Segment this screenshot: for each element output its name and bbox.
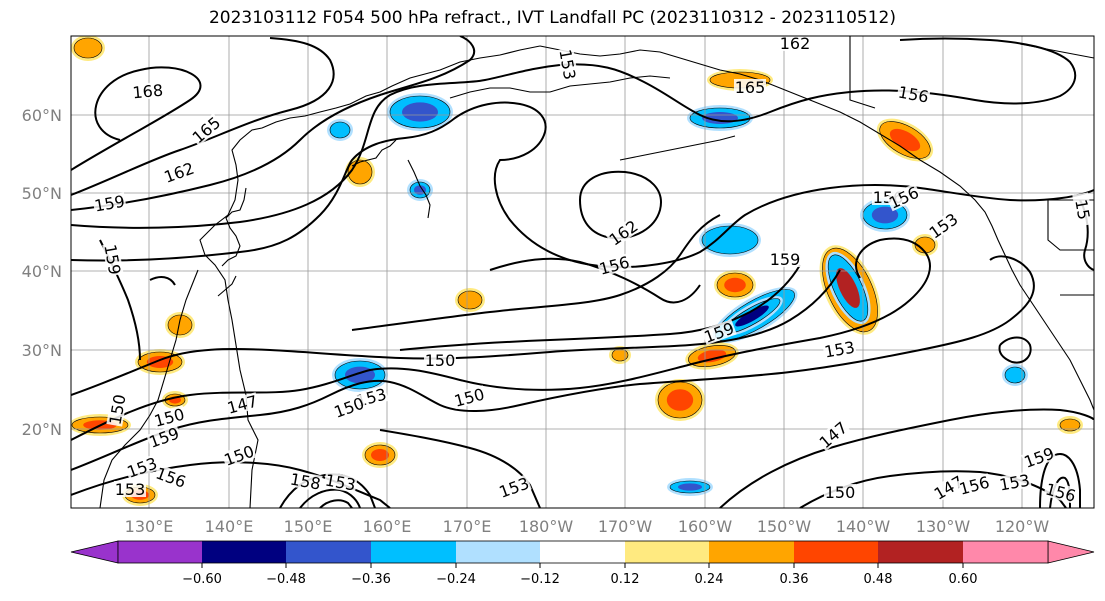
lat-label: 40°N <box>22 262 62 281</box>
latitude-labels: 60°N 50°N 40°N 30°N 20°N <box>22 106 62 439</box>
colorbar-tick-label: 0.48 <box>864 572 893 587</box>
contour-label: 159 <box>770 250 801 269</box>
colorbar: −0.60 −0.48 −0.36 −0.24 −0.12 0.12 0.24 0.36 0.4… <box>70 540 1095 587</box>
anomaly-patch <box>1057 416 1083 434</box>
contour-label: 150 <box>425 351 456 370</box>
colorbar-tick-label: 0.36 <box>780 572 809 587</box>
lon-label: 180°W <box>519 517 574 536</box>
lon-label: 140°W <box>836 517 891 536</box>
colorbar-segment <box>540 541 625 563</box>
contour-label: 153 <box>115 480 146 499</box>
anomaly-patch <box>714 270 756 300</box>
anomaly-patch <box>655 379 705 421</box>
anomaly-patch <box>71 36 105 61</box>
lat-label: 20°N <box>22 420 62 439</box>
refractivity-contours <box>71 36 1094 508</box>
map-frame <box>70 35 1095 509</box>
colorbar-min-arrow <box>70 540 119 564</box>
colorbar-tick-label: −0.24 <box>436 572 476 587</box>
anomaly-patch <box>667 478 713 496</box>
anomaly-patch <box>345 157 375 187</box>
contour-label-group: 150 <box>824 483 856 502</box>
longitude-labels: 130°E 140°E 150°E 160°E 170°E 180°W 170°W 160°W… <box>125 517 1050 536</box>
colorbar-tick-label: −0.12 <box>520 572 560 587</box>
contour-label: 15 <box>1071 198 1093 221</box>
colorbar-segment <box>963 541 1048 563</box>
contour-label: 162 <box>780 34 811 53</box>
lat-label: 60°N <box>22 106 62 125</box>
colorbar-segment <box>625 541 709 563</box>
contour-label-group: 153 <box>323 471 358 495</box>
lon-label: 150°E <box>284 517 333 536</box>
contour-labels: 1681651621591621651561621561591531561591… <box>92 34 1094 506</box>
colorbar-segment <box>371 541 456 563</box>
lon-label: 140°E <box>205 517 254 536</box>
colorbar-tick-label: −0.36 <box>351 572 391 587</box>
contour-label-group: 159 <box>100 242 124 277</box>
contour-label-group: 153 <box>114 480 146 499</box>
anomaly-patch <box>165 312 195 338</box>
anomaly-patch <box>876 118 934 162</box>
lon-label: 160°E <box>363 517 412 536</box>
colorbar-tick-label: −0.60 <box>182 572 222 587</box>
anomaly-patch <box>687 105 753 131</box>
lat-label: 30°N <box>22 341 62 360</box>
anomaly-patch <box>407 179 433 201</box>
anomaly-patch <box>135 349 185 375</box>
lon-label: 150°W <box>757 517 812 536</box>
lon-label: 130°E <box>125 517 174 536</box>
colorbar-tick-label: 0.12 <box>611 572 640 587</box>
colorbar-segment <box>456 541 540 563</box>
lon-label: 170°E <box>443 517 492 536</box>
anomaly-patch <box>1002 364 1028 386</box>
anomaly-patch <box>609 346 631 364</box>
contour-label: 165 <box>735 78 766 97</box>
contour-label-group: 156 <box>153 463 189 492</box>
colorbar-tick-label: 0.60 <box>949 572 978 587</box>
map-panel: 1681651621591621651561621561591531561591… <box>70 34 1095 509</box>
map-title: 2023103112 F054 500 hPa refract., IVT La… <box>208 8 896 28</box>
contour-label-group: 162 <box>779 34 811 53</box>
anomaly-patch <box>455 288 485 312</box>
lon-label: 170°W <box>598 517 653 536</box>
colorbar-segment <box>118 541 202 563</box>
lon-label: 130°W <box>916 517 971 536</box>
colorbar-segment <box>286 541 371 563</box>
contour-label-group: 159 <box>92 192 127 216</box>
colorbar-segment <box>709 541 794 563</box>
contour-label-group: 168 <box>131 81 165 103</box>
anomaly-patch <box>327 119 353 141</box>
colorbar-segment <box>878 541 963 563</box>
colorbar-max-arrow <box>1047 540 1095 564</box>
contour-label-group: 153 <box>124 453 160 482</box>
contour-label-group: 165 <box>734 78 766 97</box>
lon-label: 160°W <box>678 517 733 536</box>
contour-label-group: 150 <box>424 351 456 370</box>
lon-label: 120°W <box>995 517 1050 536</box>
contour-label-group: 15 <box>1071 192 1094 227</box>
contour-label: 168 <box>132 81 164 103</box>
anomaly-patch <box>362 442 398 468</box>
anomaly-patch <box>912 234 938 256</box>
anomaly-patch <box>387 93 453 131</box>
colorbar-frame <box>117 540 1049 564</box>
colorbar-tick-label: 0.24 <box>695 572 724 587</box>
colorbar-tick-label: −0.48 <box>266 572 306 587</box>
contour-label: 150 <box>825 483 856 502</box>
colorbar-segment <box>202 541 286 563</box>
colorbar-segment <box>794 541 878 563</box>
lat-label: 50°N <box>22 184 62 203</box>
shading-layer <box>71 36 1083 506</box>
contour-label-group: 150 <box>451 384 487 411</box>
contour-label-group: 159 <box>769 250 801 269</box>
